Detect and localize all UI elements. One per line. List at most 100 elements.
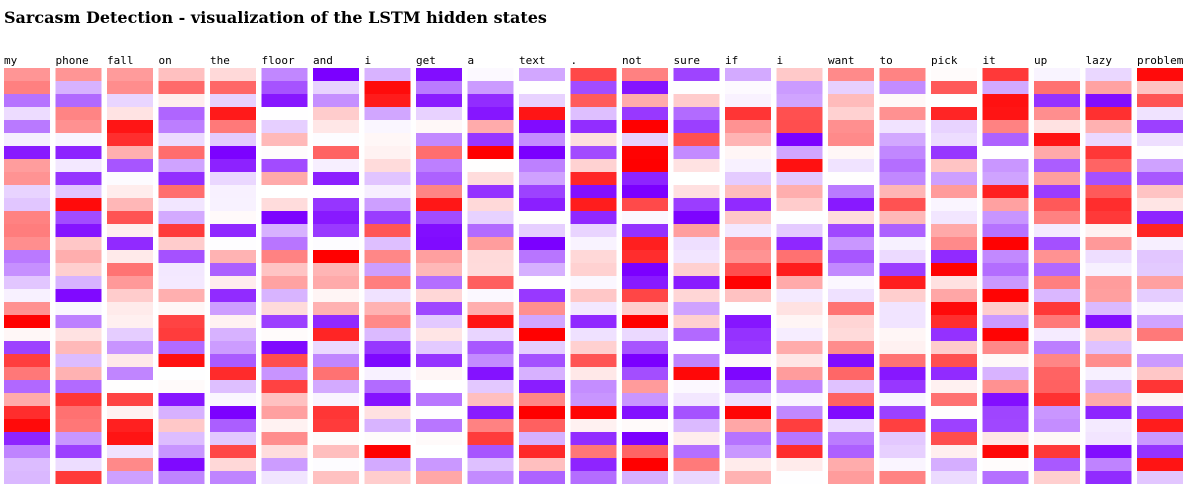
heatmap-cell xyxy=(158,159,205,172)
heatmap-cell xyxy=(570,393,617,406)
heatmap-cell xyxy=(158,458,205,471)
heatmap-cell xyxy=(1137,445,1183,458)
token-label: not xyxy=(622,54,642,67)
heatmap-cell xyxy=(364,445,411,458)
heatmap-cell xyxy=(210,81,256,94)
heatmap-cell xyxy=(622,120,668,133)
heatmap-cell xyxy=(776,133,823,146)
heatmap-cell xyxy=(364,120,411,133)
heatmap-cell xyxy=(725,328,771,341)
heatmap-cell xyxy=(158,302,205,315)
heatmap-cell xyxy=(931,263,977,276)
heatmap-cell xyxy=(1137,94,1183,107)
heatmap-cell xyxy=(416,367,462,380)
heatmap-cell xyxy=(673,276,720,289)
heatmap-cell xyxy=(570,224,617,237)
heatmap-cell xyxy=(519,198,565,211)
heatmap-cell xyxy=(776,237,823,250)
heatmap-cell xyxy=(55,380,102,393)
heatmap-cell xyxy=(828,419,874,432)
heatmap-cell xyxy=(210,185,256,198)
heatmap-cell xyxy=(107,81,153,94)
token-label: my xyxy=(4,54,18,67)
heatmap-cell xyxy=(982,445,1029,458)
heatmap-cell xyxy=(416,341,462,354)
heatmap-cell xyxy=(1034,94,1080,107)
heatmap-cell xyxy=(158,315,205,328)
heatmap-cell xyxy=(879,211,926,224)
heatmap-cell xyxy=(570,237,617,250)
heatmap-cell xyxy=(673,133,720,146)
heatmap-cell xyxy=(4,263,50,276)
heatmap-cell xyxy=(158,328,205,341)
heatmap-cell xyxy=(1085,172,1132,185)
heatmap-cell xyxy=(107,341,153,354)
heatmap-cell xyxy=(364,458,411,471)
heatmap-cell xyxy=(673,367,720,380)
heatmap-cell xyxy=(158,380,205,393)
heatmap-cell xyxy=(364,276,411,289)
heatmap-cell xyxy=(776,315,823,328)
heatmap-cell xyxy=(931,445,977,458)
heatmap-cell xyxy=(1034,263,1080,276)
heatmap-cell xyxy=(467,406,514,419)
heatmap-cell xyxy=(55,328,102,341)
heatmap-cell xyxy=(776,406,823,419)
heatmap-cell xyxy=(673,445,720,458)
heatmap-cell xyxy=(725,406,771,419)
heatmap-cell xyxy=(776,185,823,198)
heatmap-cell xyxy=(1034,250,1080,263)
heatmap-cell xyxy=(364,263,411,276)
heatmap-cell xyxy=(725,289,771,302)
heatmap-cell xyxy=(879,237,926,250)
heatmap-cell xyxy=(622,406,668,419)
token-labels: my phone fall on the floor and i get a text. not sur… xyxy=(4,54,1184,67)
heatmap-cell xyxy=(570,159,617,172)
heatmap-cell xyxy=(879,198,926,211)
heatmap-cell xyxy=(622,133,668,146)
heatmap-cell xyxy=(55,302,102,315)
heatmap-cell xyxy=(364,406,411,419)
heatmap-cell xyxy=(158,81,205,94)
heatmap-cell xyxy=(570,315,617,328)
heatmap-cell xyxy=(879,224,926,237)
heatmap-cell xyxy=(107,445,153,458)
heatmap-cell xyxy=(4,380,50,393)
heatmap-cell xyxy=(1085,380,1132,393)
heatmap-cell xyxy=(673,237,720,250)
heatmap-cell xyxy=(158,172,205,185)
heatmap-cell xyxy=(1085,224,1132,237)
heatmap-cell xyxy=(622,107,668,120)
heatmap-cell xyxy=(725,393,771,406)
heatmap-cell xyxy=(570,432,617,445)
heatmap-cell xyxy=(4,68,50,81)
heatmap-cell xyxy=(1085,367,1132,380)
heatmap-cell xyxy=(416,237,462,250)
heatmap-cell xyxy=(982,146,1029,159)
heatmap-cell xyxy=(107,107,153,120)
heatmap-cell xyxy=(776,211,823,224)
heatmap-cell xyxy=(1085,432,1132,445)
heatmap-cell xyxy=(210,159,256,172)
heatmap-cell xyxy=(210,198,256,211)
heatmap-cell xyxy=(4,133,50,146)
heatmap-cell xyxy=(55,341,102,354)
heatmap-cell xyxy=(879,94,926,107)
heatmap-cell xyxy=(776,81,823,94)
heatmap-cell xyxy=(210,471,256,484)
heatmap-cell xyxy=(210,224,256,237)
heatmap-cell xyxy=(673,432,720,445)
heatmap-cell xyxy=(364,328,411,341)
heatmap-cell xyxy=(1085,393,1132,406)
heatmap-cell xyxy=(673,471,720,484)
heatmap-cell xyxy=(879,146,926,159)
heatmap-cell xyxy=(261,146,308,159)
heatmap-cell xyxy=(828,237,874,250)
heatmap-cell xyxy=(1137,224,1183,237)
heatmap-cell xyxy=(776,120,823,133)
heatmap-cell xyxy=(828,471,874,484)
token-label: on xyxy=(159,54,172,67)
heatmap-cell xyxy=(261,133,308,146)
heatmap-cell xyxy=(570,341,617,354)
heatmap-cell xyxy=(879,419,926,432)
